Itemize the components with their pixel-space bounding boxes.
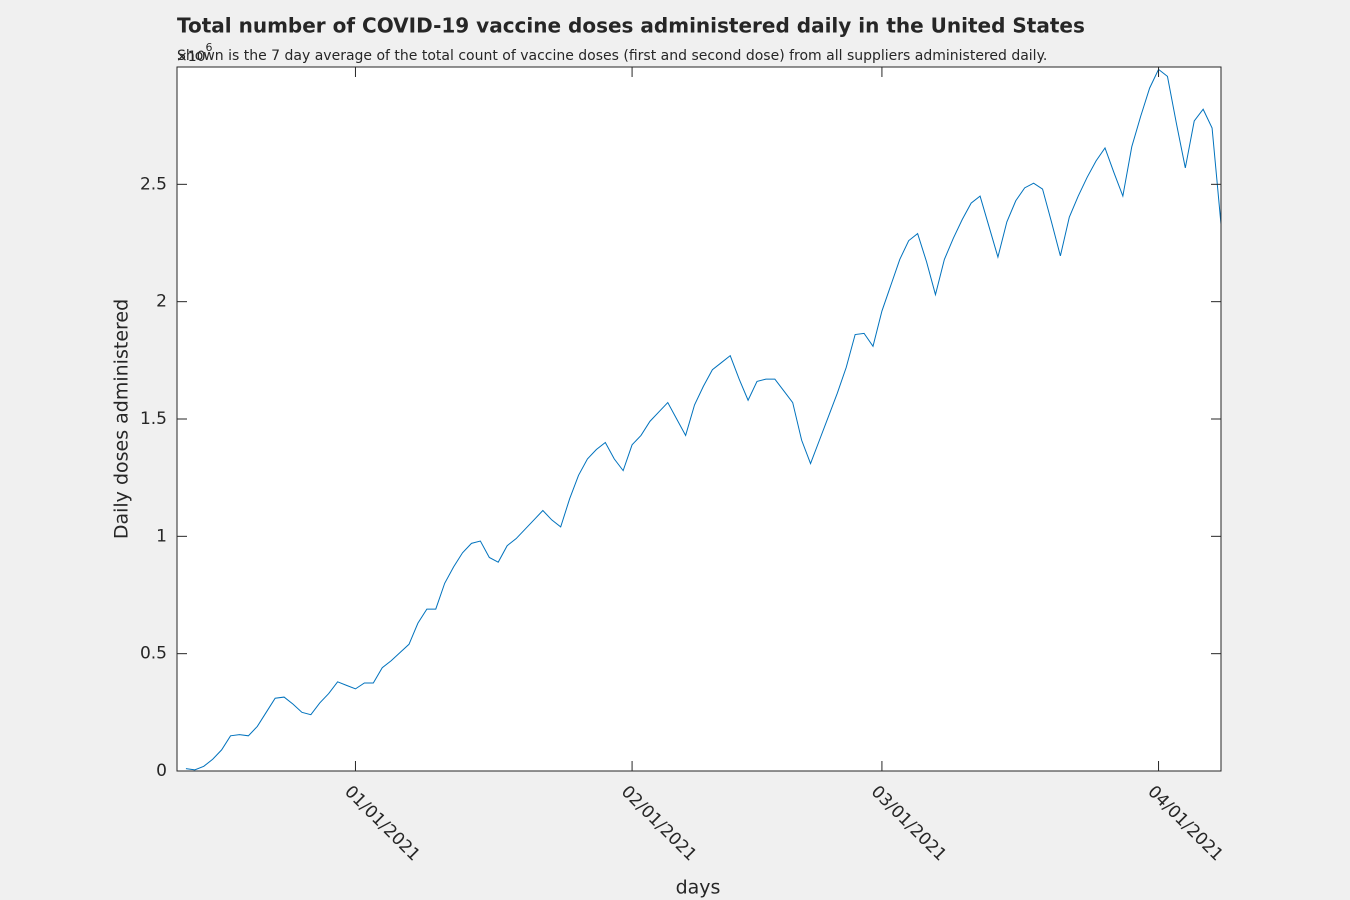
y-tick-label: 0 bbox=[156, 761, 167, 781]
chart-subtitle: Shown is the 7 day average of the total … bbox=[177, 48, 1047, 64]
y-tick-label: 2.5 bbox=[140, 174, 167, 194]
multiplier-base: ×10 bbox=[176, 49, 206, 65]
y-multiplier: ×106 bbox=[176, 41, 213, 65]
multiplier-power: 6 bbox=[206, 41, 213, 54]
chart-title: Total number of COVID-19 vaccine doses a… bbox=[177, 14, 1085, 38]
y-tick-label: 2 bbox=[156, 292, 167, 312]
x-axis-label: days bbox=[676, 877, 721, 899]
y-tick-label: 1.5 bbox=[140, 409, 167, 429]
y-axis-label: Daily doses administered bbox=[111, 299, 133, 539]
plot-area bbox=[177, 67, 1221, 771]
y-tick-label: 0.5 bbox=[140, 644, 167, 664]
data-line bbox=[185, 68, 1222, 771]
y-tick-label: 1 bbox=[156, 526, 167, 546]
